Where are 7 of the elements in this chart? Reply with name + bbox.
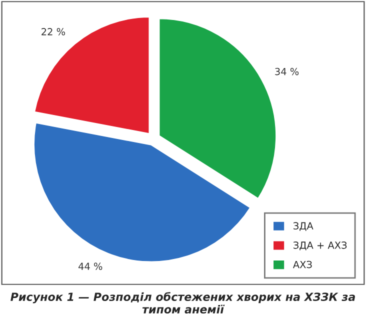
data-label: 44 % [78,262,102,270]
data-label: 34 % [275,68,299,76]
legend-label: ЗДА + АХЗ [294,242,347,250]
legend-label: АХЗ [292,260,312,268]
legend-label: ЗДА [294,222,314,231]
data-label: 22 % [42,28,66,36]
text: Рисунок 1 — Розподіл обстежених хворих на ХЗЗК за типом анемії [10,292,355,314]
